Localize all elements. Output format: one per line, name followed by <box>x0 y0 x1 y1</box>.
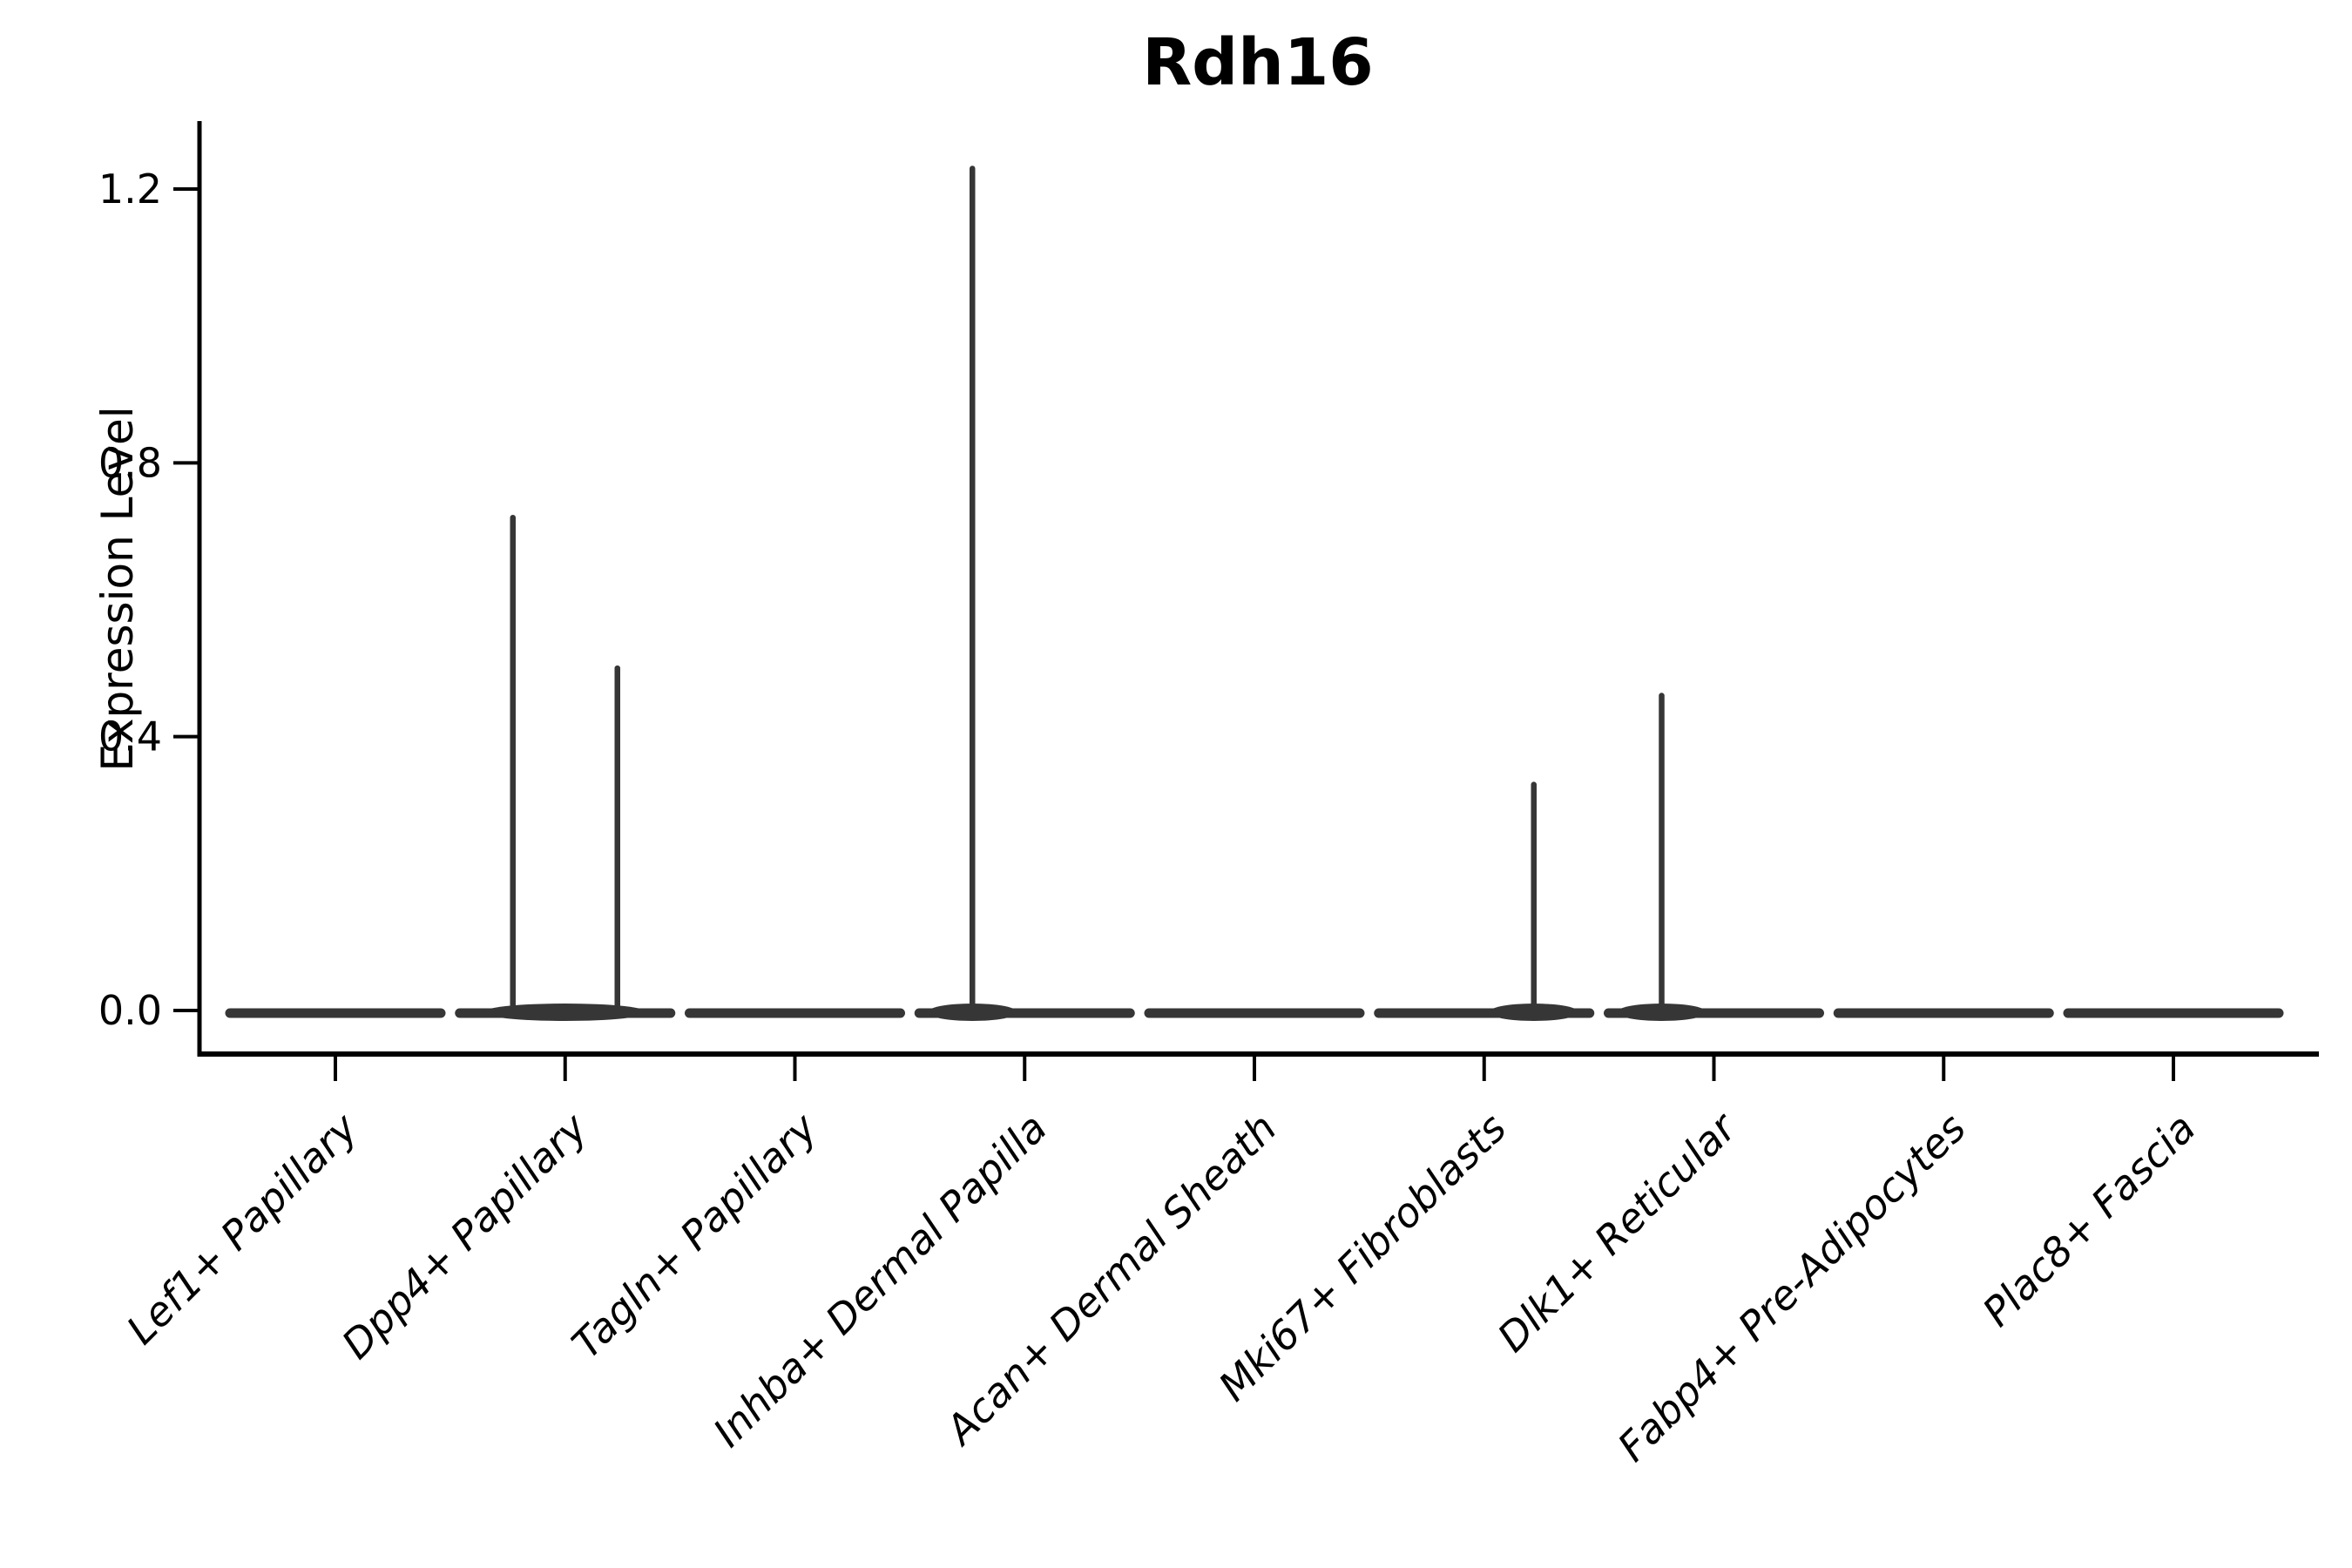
x-tick-label: Plac8+ Fascia <box>1973 1105 2204 1335</box>
y-tick-label: 0.4 <box>98 713 162 760</box>
y-tick-label: 1.2 <box>98 166 162 213</box>
plot-title: Rdh16 <box>1142 25 1374 100</box>
y-tick-label: 0.0 <box>98 987 162 1034</box>
violin-bump <box>482 1004 648 1021</box>
y-axis-label: Expression Level <box>92 406 143 771</box>
x-tick-label: Tagln+ Papillary <box>563 1104 827 1368</box>
x-tick-label: Dpp4+ Papillary <box>333 1104 597 1368</box>
y-tick-label: 0.8 <box>98 439 162 486</box>
x-tick-label: Dlk1+ Reticular <box>1489 1102 1747 1361</box>
x-tick-label: Lef1+ Papillary <box>118 1104 367 1353</box>
